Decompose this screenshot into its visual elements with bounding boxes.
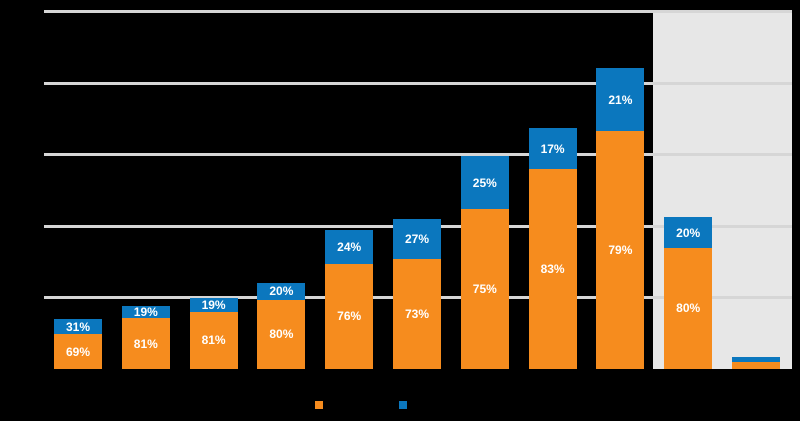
bar-8-blue-segment: 17% (528, 128, 577, 169)
bar-6-blue-segment: 27% (393, 218, 441, 260)
bar-4-blue-label: 20% (269, 284, 294, 299)
bar-6: 27% 73% (393, 218, 441, 369)
bar-4-orange-label: 80% (269, 327, 294, 342)
bar-9-orange-label: 79% (608, 243, 633, 258)
bar-11-orange-segment (732, 362, 780, 369)
bar-7-blue-label: 25% (472, 175, 497, 190)
bar-7-blue-segment: 25% (460, 155, 509, 210)
bar-4: 20% 80% (257, 282, 306, 369)
bar-1-blue-segment: 31% (54, 318, 102, 335)
bar-5-blue-label: 24% (337, 239, 362, 254)
bar-2: 19% 81% (121, 305, 170, 369)
bar-11-blue-segment (732, 356, 780, 363)
bar-10-orange-segment: 80% (664, 247, 713, 369)
gridline-5 (44, 10, 792, 13)
bar-9-blue-segment: 21% (596, 68, 645, 132)
bar-2-blue-segment: 19% (121, 305, 170, 320)
bar-3-orange-segment: 81% (189, 311, 238, 369)
bar-7-orange-label: 75% (472, 282, 497, 297)
bar-9-orange-segment: 79% (596, 131, 645, 369)
bar-7-orange-segment: 75% (460, 209, 509, 369)
bar-2-orange-segment: 81% (121, 318, 170, 369)
legend-swatch-blue (399, 401, 407, 409)
bar-3: 19% 81% (189, 297, 238, 369)
gridline-4 (44, 81, 792, 85)
bar-2-blue-label: 19% (133, 305, 158, 320)
bar-1: 31% 69% (54, 318, 102, 369)
bar-6-orange-segment: 73% (393, 259, 441, 369)
bar-3-blue-label: 19% (201, 297, 226, 312)
bar-10-orange-label: 80% (676, 301, 701, 316)
legend-swatch-orange (315, 401, 323, 409)
bar-6-blue-label: 27% (404, 232, 430, 247)
bar-9-blue-label: 21% (608, 92, 633, 107)
bar-2-orange-label: 81% (133, 336, 158, 351)
bar-5-orange-label: 76% (337, 309, 362, 324)
bar-1-blue-label: 31% (65, 319, 91, 334)
bar-11 (732, 356, 780, 369)
bar-5-blue-segment: 24% (325, 230, 374, 264)
bar-8: 17% 83% (528, 128, 577, 369)
bar-8-blue-label: 17% (540, 141, 565, 156)
bar-5-orange-segment: 76% (325, 263, 374, 369)
bar-10: 20% 80% (664, 217, 713, 369)
bar-6-orange-label: 73% (404, 307, 430, 322)
legend (0, 401, 800, 411)
plot-area: 31% 69% 19% 81% 19% 81% 20% 80% 24% 76% 27% 73% 25% 7… (44, 10, 792, 369)
gridline-3 (44, 153, 792, 156)
bar-3-blue-segment: 19% (189, 297, 238, 312)
bar-3-orange-label: 81% (201, 333, 226, 348)
bar-4-blue-segment: 20% (257, 282, 306, 300)
bar-10-blue-label: 20% (676, 225, 701, 240)
bar-5: 24% 76% (325, 230, 374, 369)
bar-4-orange-segment: 80% (257, 299, 306, 369)
bar-1-orange-label: 69% (65, 344, 91, 359)
bar-7: 25% 75% (460, 155, 509, 369)
bar-8-orange-label: 83% (540, 262, 565, 276)
bar-10-blue-segment: 20% (664, 217, 713, 248)
bar-9: 21% 79% (596, 68, 645, 369)
bar-1-orange-segment: 69% (54, 334, 102, 369)
bar-8-orange-segment: 83% (528, 169, 577, 369)
